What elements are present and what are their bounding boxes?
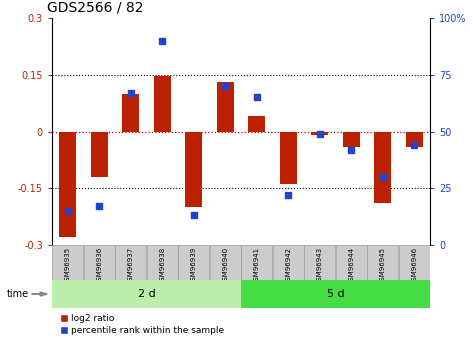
Text: GSM96941: GSM96941 <box>254 247 260 285</box>
Point <box>316 131 324 137</box>
Point <box>411 142 418 148</box>
Point <box>64 208 71 214</box>
Text: GSM96939: GSM96939 <box>191 247 197 285</box>
Text: GSM96938: GSM96938 <box>159 247 165 285</box>
Bar <box>336 245 367 280</box>
Bar <box>248 116 265 131</box>
Bar <box>52 280 241 308</box>
Bar <box>91 131 108 177</box>
Text: GSM96935: GSM96935 <box>65 247 71 285</box>
Point <box>221 83 229 89</box>
Bar <box>342 131 360 147</box>
Point <box>96 204 103 209</box>
Text: GSM96944: GSM96944 <box>348 247 354 285</box>
Bar <box>115 245 146 280</box>
Legend: log2 ratio, percentile rank within the sample: log2 ratio, percentile rank within the s… <box>56 310 228 338</box>
Text: GSM96945: GSM96945 <box>380 247 386 285</box>
Point <box>127 90 134 96</box>
Bar <box>399 245 429 280</box>
Point <box>284 192 292 198</box>
Bar <box>273 245 304 280</box>
Point <box>190 213 198 218</box>
Bar <box>53 245 83 280</box>
Bar <box>241 245 272 280</box>
Text: 5 d: 5 d <box>327 289 344 299</box>
Bar <box>241 280 430 308</box>
Bar <box>280 131 297 185</box>
Text: GSM96946: GSM96946 <box>411 247 417 285</box>
Bar <box>405 131 423 147</box>
Point <box>158 38 166 43</box>
Bar <box>304 245 335 280</box>
Text: GSM96937: GSM96937 <box>128 247 134 285</box>
Bar <box>217 82 234 131</box>
Point <box>348 147 355 152</box>
Bar <box>210 245 241 280</box>
Bar <box>374 131 392 204</box>
Bar <box>84 245 114 280</box>
Bar <box>154 76 171 131</box>
Point <box>379 174 386 180</box>
Text: GSM96942: GSM96942 <box>285 247 291 285</box>
Bar <box>122 93 140 131</box>
Bar <box>147 245 178 280</box>
Bar <box>185 131 202 207</box>
Text: GSM96940: GSM96940 <box>222 247 228 285</box>
Point <box>253 95 261 100</box>
Text: GSM96943: GSM96943 <box>317 247 323 285</box>
Bar <box>368 245 398 280</box>
Text: time: time <box>7 289 29 299</box>
Text: GSM96936: GSM96936 <box>96 247 102 285</box>
Text: GDS2566 / 82: GDS2566 / 82 <box>47 1 144 14</box>
Bar <box>178 245 209 280</box>
Bar <box>59 131 77 237</box>
Text: 2 d: 2 d <box>138 289 155 299</box>
Bar <box>311 131 328 135</box>
